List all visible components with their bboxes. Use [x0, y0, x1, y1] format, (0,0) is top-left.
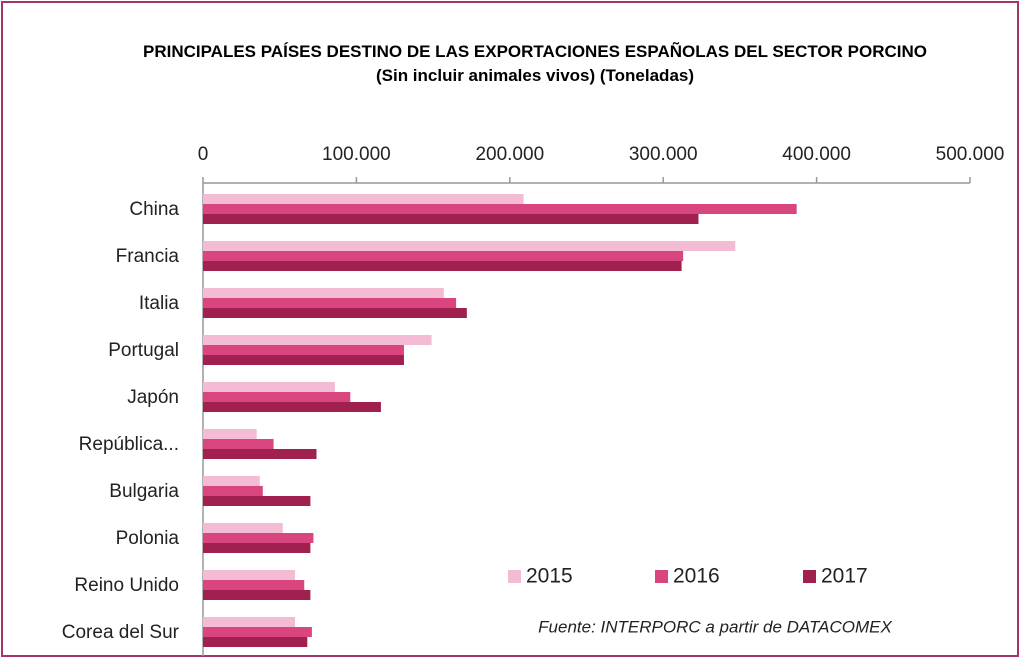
bar [203, 617, 296, 627]
bar [203, 335, 432, 345]
bar [203, 288, 444, 298]
legend-swatch [655, 570, 668, 583]
y-tick-label: Portugal [108, 340, 179, 361]
y-tick-label: China [129, 199, 179, 220]
title-block: PRINCIPALES PAÍSES DESTINO DE LAS EXPORT… [105, 40, 965, 88]
bar [203, 429, 257, 439]
annotation: Fuente: INTERPORC a partir de DATACOMEX [538, 617, 892, 636]
bar [203, 543, 311, 553]
bar [203, 486, 263, 496]
bar [203, 580, 305, 590]
y-tick-label: Japón [127, 387, 179, 408]
x-tick-label: 100.000 [322, 144, 391, 165]
bar [203, 637, 308, 647]
x-tick-label: 400.000 [782, 144, 851, 165]
bar [203, 194, 524, 204]
legend-swatch [508, 570, 521, 583]
x-tick-label: 500.000 [936, 144, 1005, 165]
bar [203, 533, 314, 543]
legend-label: 2015 [526, 565, 573, 588]
y-tick-label: Italia [139, 293, 180, 314]
bar [203, 345, 404, 355]
bar [203, 570, 296, 580]
y-tick-label: República... [79, 434, 179, 455]
x-tick-label: 0 [198, 144, 209, 165]
bar [203, 392, 351, 402]
bar [203, 204, 797, 214]
bar [203, 590, 311, 600]
y-tick-label: Francia [116, 246, 180, 267]
chart-title: PRINCIPALES PAÍSES DESTINO DE LAS EXPORT… [142, 42, 927, 61]
x-tick-label: 200.000 [475, 144, 544, 165]
bar [203, 627, 312, 637]
y-tick-label: Bulgaria [109, 481, 179, 502]
legend-label: 2016 [673, 565, 720, 588]
bar [203, 402, 381, 412]
y-tick-label: Reino Unido [74, 575, 179, 596]
bar [203, 214, 699, 224]
y-tick-label: Polonia [116, 528, 180, 549]
bar [203, 523, 283, 533]
bar [203, 251, 684, 261]
chart-subtitle: (Sin incluir animales vivos) (Toneladas) [375, 66, 695, 85]
bar [203, 298, 457, 308]
bar [203, 439, 274, 449]
legend-swatch [803, 570, 816, 583]
bar [203, 261, 682, 271]
bar [203, 449, 317, 459]
y-tick-label: Corea del Sur [62, 622, 180, 643]
bar [203, 496, 311, 506]
bar [203, 476, 260, 486]
legend-label: 2017 [821, 565, 868, 588]
bar [203, 241, 736, 251]
bar [203, 308, 467, 318]
bar [203, 355, 404, 365]
x-tick-label: 300.000 [629, 144, 698, 165]
bar [203, 382, 335, 392]
